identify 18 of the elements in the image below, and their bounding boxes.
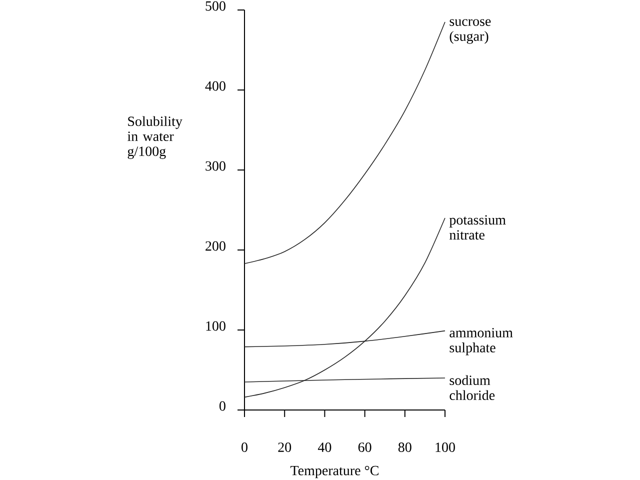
series-label: potassium nitrate: [449, 215, 506, 240]
x-tick-label: 40: [318, 442, 332, 452]
y-tick-label: 0: [220, 401, 226, 411]
x-tick-label: 60: [358, 442, 372, 452]
x-tick-label: 20: [278, 442, 292, 452]
y-tick-label: 500: [206, 1, 226, 11]
series-label: ammonium sulphate: [450, 328, 513, 356]
y-tick-label: 100: [206, 321, 226, 331]
series-label: sucrose (sugar): [450, 19, 491, 44]
x-tick-label: 0: [242, 442, 248, 452]
y-tick-label: 200: [206, 241, 226, 251]
x-axis-title: Temperature °C: [290, 466, 378, 478]
x-tick-label: 80: [398, 442, 412, 452]
y-tick-label: 300: [206, 161, 226, 171]
y-axis-title: Solubility in water g/100g: [128, 116, 182, 159]
x-tick-label: 100: [436, 442, 455, 452]
y-tick-label: 400: [205, 81, 226, 91]
series-label: sodium chloride: [450, 375, 495, 400]
